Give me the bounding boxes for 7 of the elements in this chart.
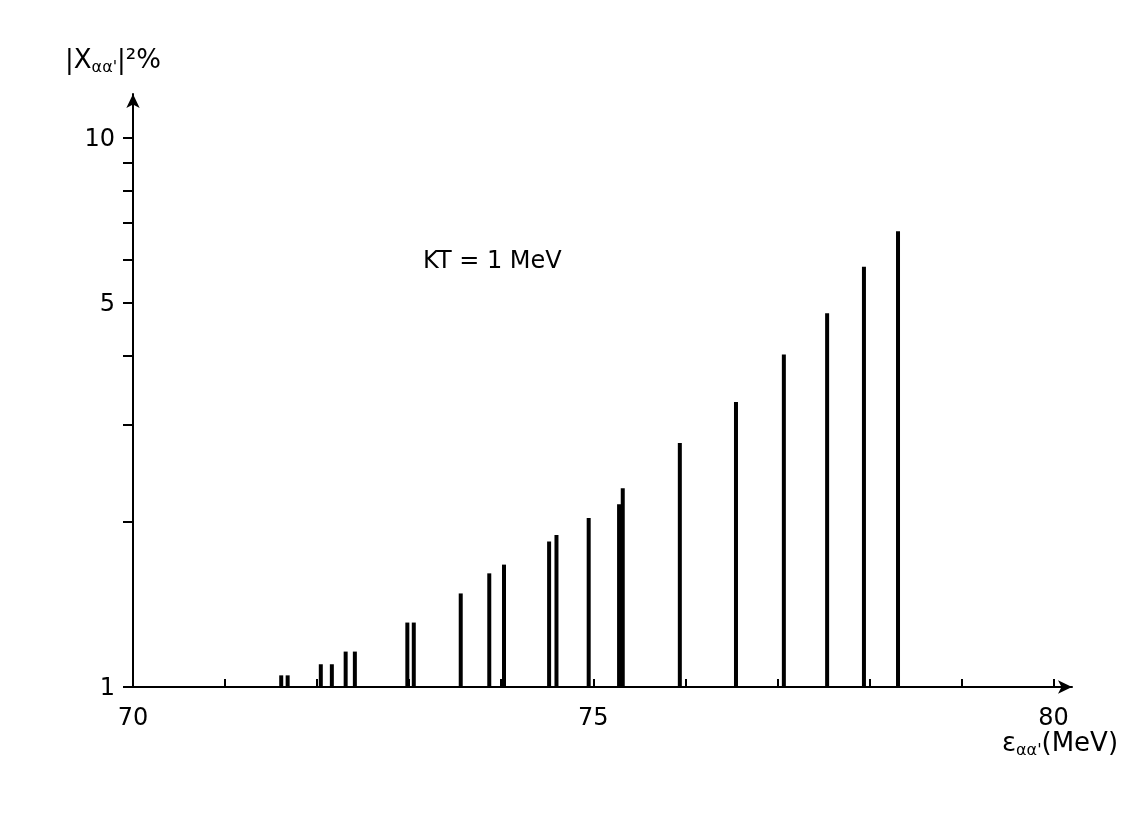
y-tick-label: 5 xyxy=(99,288,115,317)
y-tick-label: 1 xyxy=(99,673,115,701)
x-tick-label: 70 xyxy=(117,703,149,731)
annotation: KT = 1 MeV xyxy=(423,246,563,274)
x-tick-label: 80 xyxy=(1038,703,1069,731)
x-tick-label: 75 xyxy=(578,703,609,731)
y-tick-label: 10 xyxy=(84,123,115,152)
